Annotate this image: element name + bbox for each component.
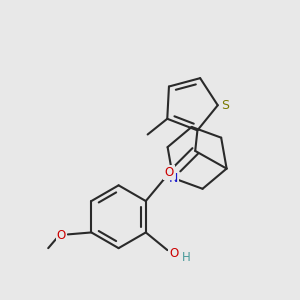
Text: N: N <box>168 172 178 184</box>
Text: H: H <box>182 251 191 265</box>
Text: O: O <box>57 229 66 242</box>
Text: O: O <box>164 166 174 179</box>
Text: S: S <box>221 99 229 112</box>
Text: O: O <box>169 247 178 260</box>
